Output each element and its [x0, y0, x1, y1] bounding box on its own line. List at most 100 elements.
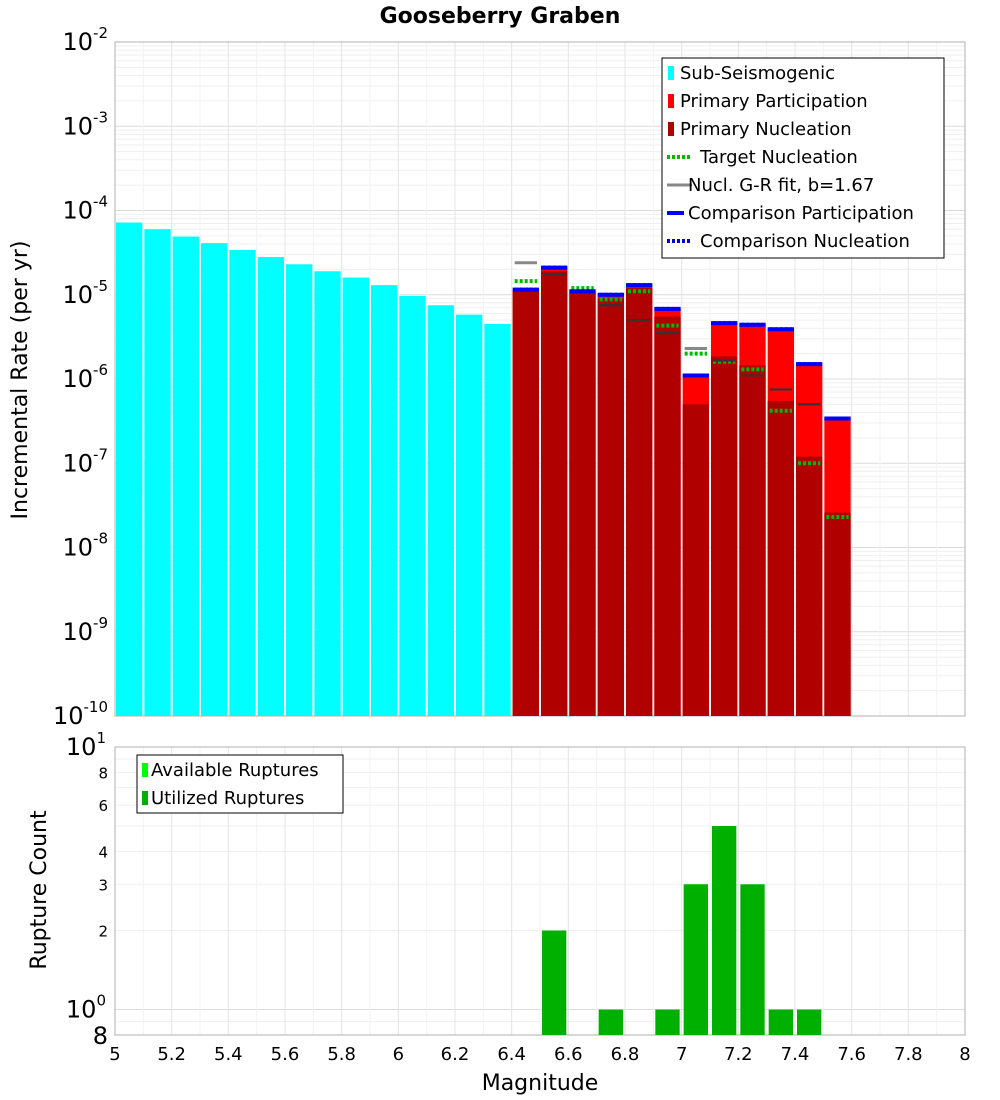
bottom-y-tick-minor: 2 — [98, 923, 108, 941]
x-tick-label: 5.2 — [157, 1044, 186, 1065]
x-tick-label: 7.8 — [894, 1044, 923, 1065]
sub-seismogenic-bar — [371, 285, 398, 716]
top-legend-label: Comparison Nucleation — [700, 231, 910, 252]
primary-nucleation-bar — [767, 400, 794, 716]
x-tick-label: 8 — [959, 1044, 970, 1065]
bottom-legend-label: Available Ruptures — [151, 760, 319, 781]
primary-nucleation-bar — [626, 288, 653, 716]
sub-seismogenic-bar — [399, 295, 426, 716]
bottom-legend-label: Utilized Ruptures — [151, 788, 304, 809]
top-legend-item: Nucl. G-R fit, b=1.67 — [667, 175, 874, 196]
top-legend-label: Target Nucleation — [699, 147, 858, 168]
bottom-y-tick-major: 101 — [66, 729, 106, 761]
sub-seismogenic-bar — [172, 236, 199, 716]
x-tick-label: 6.6 — [554, 1044, 583, 1065]
top-legend-swatch — [668, 94, 674, 108]
x-tick-label: 5.6 — [271, 1044, 300, 1065]
primary-nucleation-bar — [512, 291, 539, 716]
primary-nucleation-bar — [654, 316, 681, 716]
top-y-tick-label: 10-2 — [62, 24, 108, 56]
x-tick-label: 6.4 — [497, 1044, 526, 1065]
top-legend-label: Comparison Participation — [688, 203, 914, 224]
chart-title: Gooseberry Graben — [380, 4, 621, 29]
x-tick-label: 7.6 — [837, 1044, 866, 1065]
sub-seismogenic-bar — [144, 229, 171, 717]
top-y-tick-label: 10-3 — [62, 108, 108, 140]
primary-nucleation-bar — [796, 456, 823, 716]
x-tick-label: 7 — [676, 1044, 687, 1065]
bottom-y-tick-minor: 8 — [98, 764, 108, 782]
x-tick-label: 7.2 — [724, 1044, 753, 1065]
bottom-legend: Available Ruptures Utilized Ruptures — [136, 754, 344, 814]
utilized-ruptures-bar — [598, 1009, 623, 1035]
sub-seismogenic-bar — [342, 277, 369, 716]
x-tick-label: 6.2 — [441, 1044, 470, 1065]
utilized-ruptures-bar — [683, 884, 708, 1035]
x-tick-label: 5.8 — [327, 1044, 356, 1065]
bottom-y-tick-minor: 8 — [93, 1022, 108, 1050]
x-ticks: 5 5.2 5.4 5.6 5.8 6 6.2 6.4 6.6 6.8 7 7.2 7.4 7.6 7.8 8 — [109, 1044, 970, 1065]
top-bars — [116, 222, 851, 717]
bottom-bars — [542, 826, 822, 1035]
top-legend-item: Primary Nucleation — [668, 119, 852, 140]
top-legend-item: Comparison Nucleation — [667, 231, 910, 252]
sub-seismogenic-bar — [286, 264, 313, 716]
sub-seismogenic-bar — [229, 249, 256, 716]
sub-seismogenic-bar — [314, 271, 341, 716]
x-tick-label: 5 — [109, 1044, 120, 1065]
bottom-legend-item: Available Ruptures — [142, 760, 319, 781]
top-legend-label: Nucl. G-R fit, b=1.67 — [688, 175, 874, 196]
bottom-y-tick-minor: 6 — [98, 797, 108, 815]
utilized-ruptures-bar — [712, 826, 737, 1035]
x-axis-label: Magnitude — [482, 1071, 599, 1096]
sub-seismogenic-bar — [484, 323, 511, 716]
top-y-axis-label: Incremental Rate (per yr) — [8, 241, 33, 520]
primary-nucleation-bar — [597, 298, 624, 716]
x-tick-label: 7.4 — [781, 1044, 810, 1065]
utilized-ruptures-bar — [797, 1009, 822, 1035]
top-y-ticks: 10-10 10-9 10-8 10-7 10-6 10-5 10-4 10-3 10-2 — [53, 24, 108, 730]
bottom-legend-swatch — [142, 763, 148, 777]
sub-seismogenic-bar — [427, 305, 454, 716]
bottom-legend-box — [136, 754, 344, 814]
bottom-y-tick-minor: 3 — [98, 876, 108, 894]
top-legend-item: Primary Participation — [668, 91, 868, 112]
top-y-tick-label: 10-5 — [62, 277, 108, 309]
top-legend-swatch — [668, 122, 674, 136]
top-legend-label: Primary Participation — [680, 91, 868, 112]
bottom-legend-swatch — [142, 791, 148, 805]
sub-seismogenic-bar — [456, 314, 483, 716]
bottom-y-tick-major: 100 — [66, 992, 106, 1024]
primary-nucleation-bar — [711, 356, 738, 716]
sub-seismogenic-bar — [201, 243, 228, 716]
primary-nucleation-bar — [824, 512, 851, 716]
primary-nucleation-bar — [569, 292, 596, 716]
primary-nucleation-bar — [541, 271, 568, 716]
utilized-ruptures-bar — [740, 884, 765, 1035]
top-legend-item: Sub-Seismogenic — [668, 63, 835, 84]
primary-nucleation-bar — [682, 404, 709, 716]
top-y-tick-label: 10-6 — [62, 361, 108, 393]
top-legend-box — [661, 57, 945, 259]
sub-seismogenic-bar — [116, 222, 143, 717]
top-y-tick-label: 10-8 — [62, 530, 108, 562]
bottom-y-tick-minor: 4 — [98, 843, 108, 861]
top-plot-frame — [114, 41, 966, 717]
top-legend-label: Primary Nucleation — [680, 119, 852, 140]
top-legend-item: Comparison Participation — [667, 203, 914, 224]
top-series-lines — [512, 261, 851, 520]
x-tick-label: 5.4 — [214, 1044, 243, 1065]
utilized-ruptures-bar — [542, 930, 567, 1035]
top-y-tick-label: 10-4 — [62, 193, 108, 225]
bottom-legend-item: Utilized Ruptures — [142, 788, 304, 809]
top-y-tick-label: 10-9 — [62, 614, 108, 646]
utilized-ruptures-bar — [655, 1009, 680, 1035]
top-legend-item: Target Nucleation — [667, 147, 858, 168]
primary-nucleation-bar — [739, 365, 766, 716]
top-legend-swatch — [668, 66, 674, 80]
top-y-tick-label: 10-7 — [62, 445, 108, 477]
bottom-y-axis-label: Rupture Count — [27, 810, 52, 970]
x-tick-label: 6 — [393, 1044, 404, 1065]
